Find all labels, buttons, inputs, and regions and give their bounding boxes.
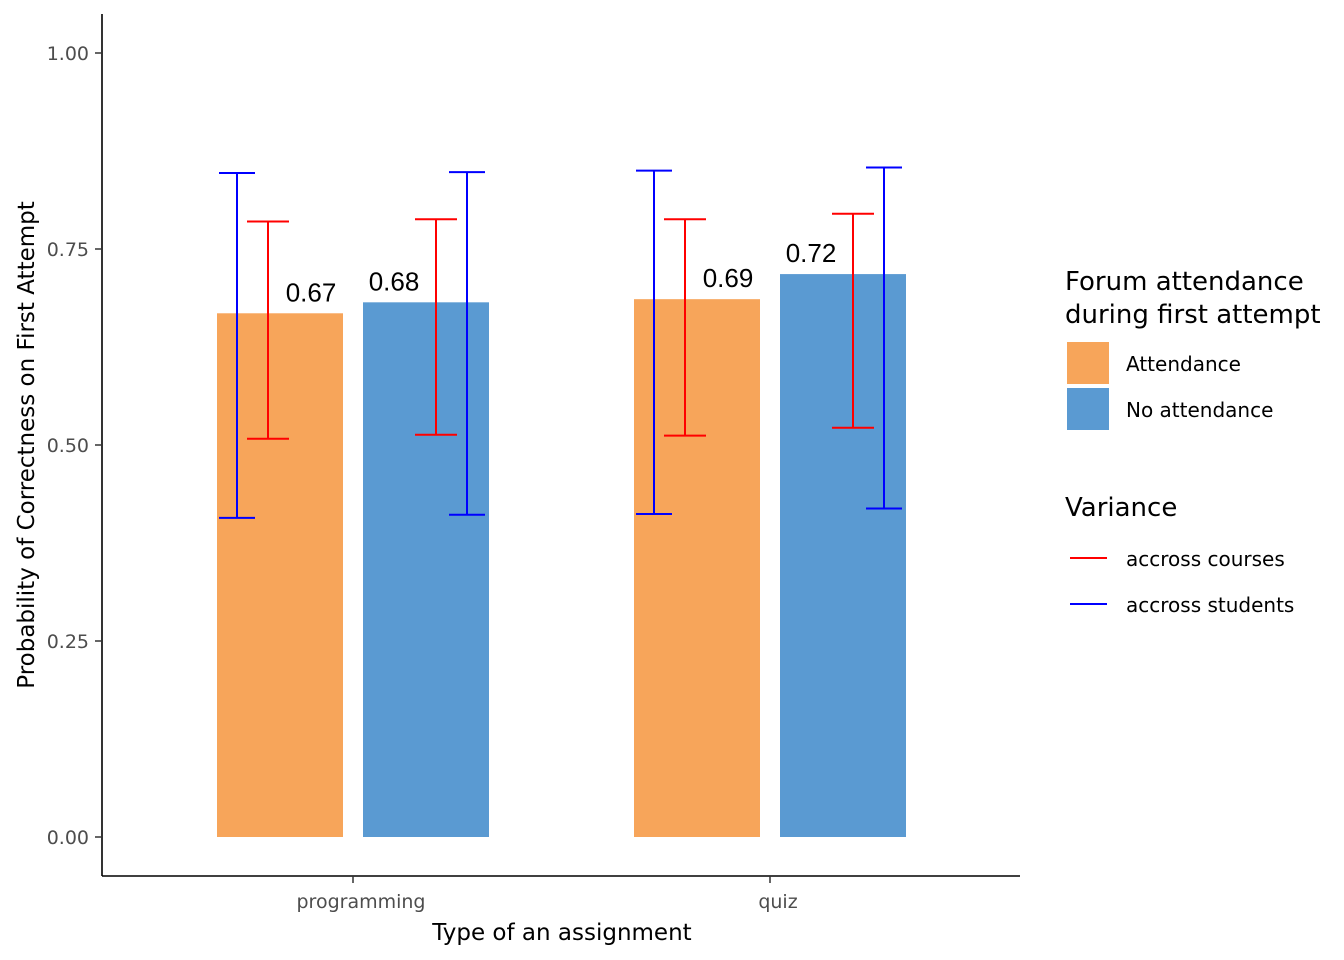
error-bars: [219, 166, 902, 519]
legend-key-no-attendance: [1067, 388, 1109, 430]
legend-label-courses: accross courses: [1126, 547, 1285, 571]
x-tick-label: programming: [297, 891, 426, 913]
legend-label-attendance: Attendance: [1126, 352, 1241, 376]
value-label: 0.68: [369, 266, 420, 296]
y-axis-title: Probability of Correctness on First Atte…: [14, 201, 40, 689]
y-tick-label: 0.50: [47, 435, 89, 457]
y-tick-label: 0.00: [47, 827, 89, 849]
y-ticks: 0.00 0.25 0.50 0.75 1.00: [47, 43, 102, 849]
value-label: 0.67: [286, 277, 337, 307]
legend-label-no-attendance: No attendance: [1126, 398, 1273, 422]
y-tick-label: 0.25: [47, 631, 89, 653]
x-tick-label: quiz: [758, 891, 797, 913]
value-label: 0.72: [786, 238, 837, 268]
legend-fill-title-line1: Forum attendance: [1065, 267, 1304, 297]
x-ticks: programming quiz: [297, 876, 798, 913]
bars: [217, 274, 906, 838]
bar-no-attendance-programming: [363, 302, 489, 837]
bar-no-attendance-quiz: [780, 274, 906, 837]
y-tick-label: 0.75: [47, 239, 89, 261]
legend-label-students: accross students: [1126, 593, 1294, 617]
x-axis-title: Type of an assignment: [431, 920, 691, 946]
legend-line-title: Variance: [1065, 493, 1177, 523]
bar-attendance-quiz: [634, 299, 760, 837]
legend: Forum attendance during first attempt At…: [1065, 267, 1321, 617]
legend-fill-title-line2: during first attempt: [1065, 300, 1321, 330]
legend-key-attendance: [1067, 342, 1109, 384]
y-tick-label: 1.00: [47, 43, 89, 65]
bar-attendance-programming: [217, 313, 343, 838]
value-label: 0.69: [703, 263, 754, 293]
value-labels: 0.67 0.69 0.68 0.72: [286, 238, 837, 307]
